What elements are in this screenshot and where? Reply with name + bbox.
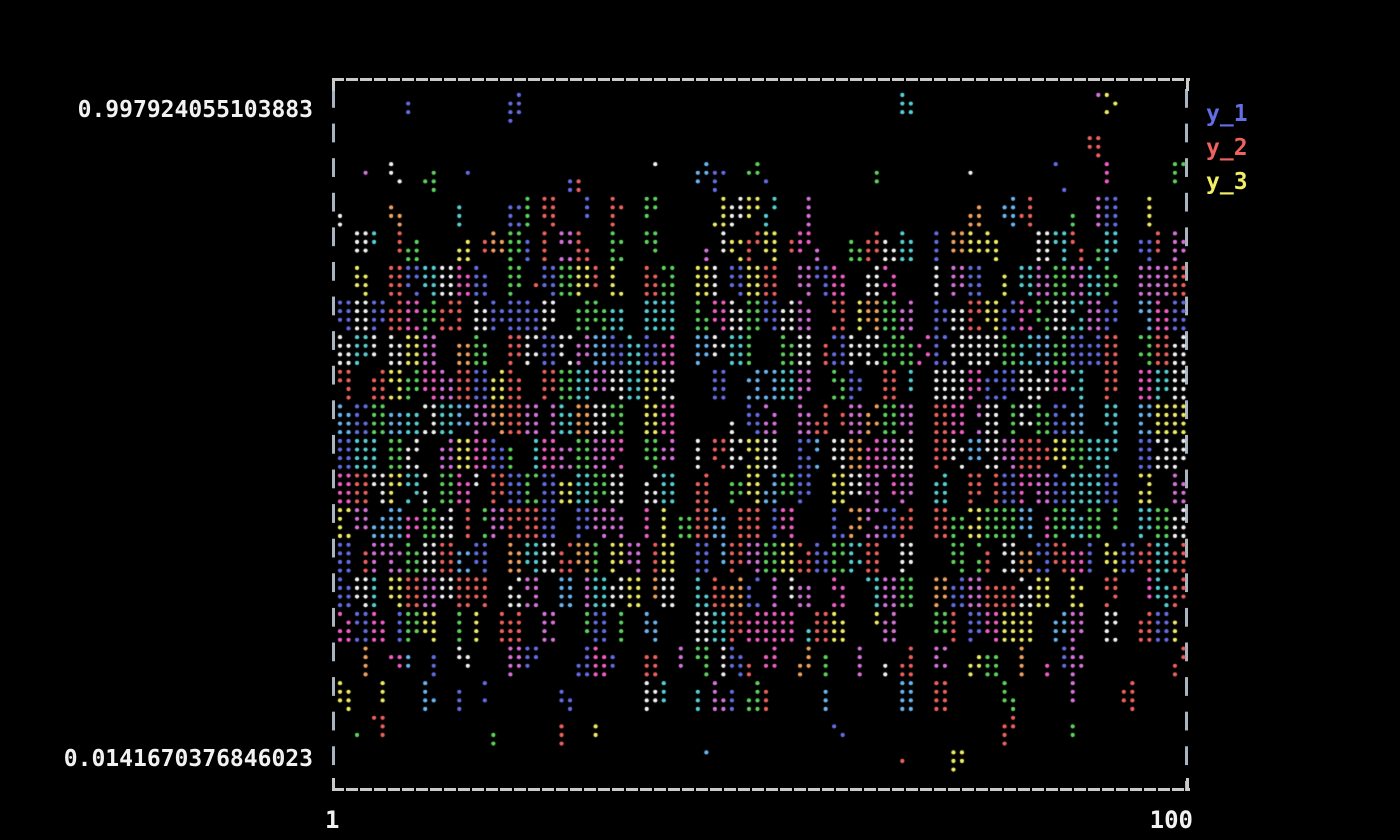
plot-corner-bottom-left: [332, 778, 335, 791]
legend-item-y2: y_2: [1206, 135, 1248, 161]
plot-border-top: [332, 78, 1190, 81]
plot-corner-bottom-right: [1186, 778, 1189, 791]
plot-border-left: [332, 78, 335, 791]
x-axis-max-label: 100: [1149, 806, 1193, 834]
legend-item-y1: y_1: [1206, 101, 1248, 127]
legend: y_1 y_2 y_3: [1206, 101, 1248, 203]
y-axis-max-label: 0.997924055103883: [77, 97, 313, 123]
x-axis-min-label: 1: [325, 806, 340, 834]
plot-corner-top-right: [1186, 78, 1189, 91]
y-axis-min-label: 0.0141670376846023: [63, 746, 313, 772]
legend-item-y3: y_3: [1206, 169, 1248, 195]
plot-canvas: [335, 82, 1187, 791]
plot-corner-top-left: [332, 78, 335, 91]
